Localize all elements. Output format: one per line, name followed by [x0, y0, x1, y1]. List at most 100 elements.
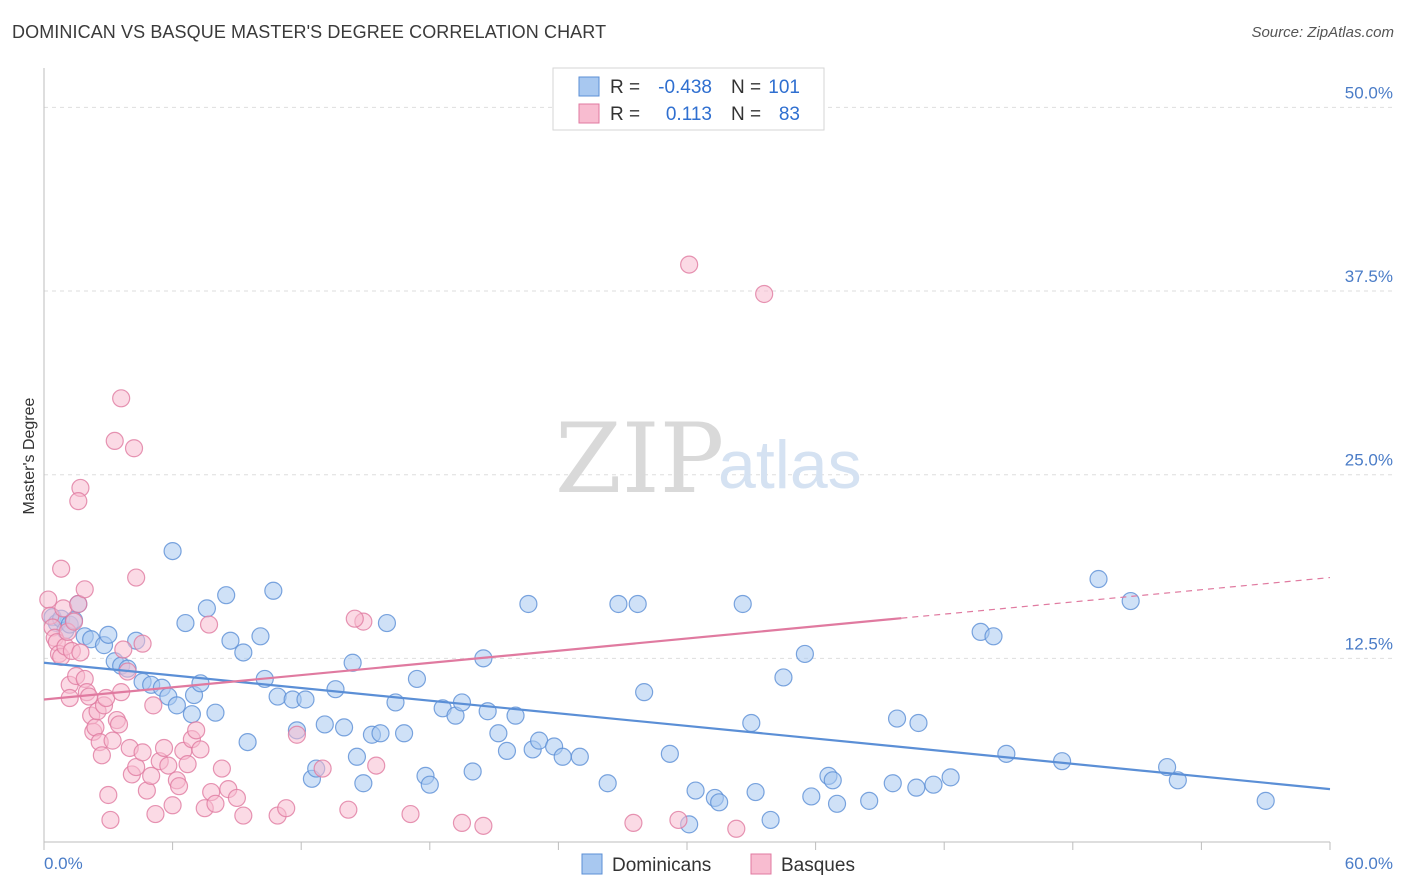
legend-r-value-dominicans: -0.438 [658, 77, 712, 98]
trend-line-dominicans [43, 661, 1331, 791]
point-basques [144, 696, 163, 715]
trend-line-basques [43, 617, 902, 701]
y-tick-labels: 12.5% 25.0% 37.5% 50.0% [1345, 83, 1393, 653]
point-dominicans [326, 680, 345, 699]
point-dominicans [251, 627, 270, 646]
point-dominicans [1256, 791, 1275, 810]
point-dominicans [628, 594, 647, 614]
point-basques [163, 796, 182, 815]
point-basques [277, 799, 296, 818]
y-axis-label: Master's Degree [21, 397, 38, 514]
legend-r-label-basques: R = [610, 104, 640, 125]
point-dominicans [420, 775, 439, 794]
series-legend-swatch-dominicans [581, 853, 603, 875]
point-dominicans [609, 594, 628, 614]
point-dominicans [268, 687, 287, 706]
point-dominicans [394, 724, 414, 743]
point-dominicans [907, 778, 926, 797]
grid-lines [44, 106, 1392, 659]
point-basques [680, 255, 699, 274]
legend-n-value-basques: 83 [779, 104, 800, 125]
point-basques [187, 721, 206, 740]
point-basques [133, 634, 152, 653]
y-tick-label: 12.5% [1345, 634, 1393, 653]
point-basques [64, 612, 84, 631]
point-dominicans [686, 781, 705, 800]
point-basques [212, 759, 231, 778]
y-tick-label: 37.5% [1345, 267, 1393, 286]
point-basques [206, 794, 225, 813]
x-tick-label-left: 0.0% [44, 854, 83, 873]
point-basques [112, 389, 131, 408]
legend-n-value-dominicans: 101 [768, 77, 800, 98]
watermark: ZIP atlas [555, 403, 862, 515]
point-dominicans [506, 706, 525, 725]
point-dominicans [635, 683, 654, 702]
point-basques [287, 725, 307, 744]
point-basques [755, 284, 774, 304]
point-dominicans [217, 586, 236, 605]
legend-n-label-basques: N = [731, 104, 761, 125]
point-basques [474, 816, 493, 835]
legend-r-value-basques: 0.113 [666, 104, 712, 125]
point-dominicans [497, 741, 517, 761]
point-basques [75, 580, 94, 599]
axes [43, 68, 1331, 850]
point-basques [114, 640, 133, 659]
point-dominicans [264, 581, 283, 600]
point-basques [101, 810, 120, 830]
point-basques [103, 731, 122, 750]
point-basques [727, 819, 746, 838]
correlation-legend: R = -0.438 N = 101 R = 0.113 N = 83 [552, 67, 825, 131]
point-basques [199, 615, 219, 634]
point-basques [367, 756, 386, 775]
point-basques [124, 439, 144, 458]
point-dominicans [1168, 771, 1187, 790]
point-dominicans [660, 744, 679, 763]
point-dominicans [221, 631, 240, 650]
point-basques [109, 715, 129, 734]
legend-n-label-dominicans: N = [731, 77, 761, 98]
point-dominicans [883, 774, 902, 793]
point-dominicans [924, 775, 943, 794]
point-dominicans [463, 762, 482, 781]
point-dominicans [1089, 569, 1108, 589]
point-basques [169, 777, 189, 796]
trend-line-extension-basques [901, 576, 1331, 619]
legend-swatch-basques [578, 103, 600, 124]
point-dominicans [315, 715, 334, 734]
series-legend-label-dominicans: Dominicans [612, 855, 711, 876]
point-basques [69, 492, 88, 511]
point-dominicans [176, 613, 195, 633]
point-dominicans [99, 625, 118, 644]
point-basques [234, 806, 253, 825]
point-dominicans [334, 718, 354, 737]
point-basques [313, 759, 332, 778]
point-dominicans [746, 782, 765, 802]
point-dominicans [984, 627, 1003, 646]
watermark-zip: ZIP [555, 403, 724, 515]
point-basques [159, 756, 178, 775]
point-basques [127, 568, 146, 587]
point-dominicans [206, 703, 225, 722]
point-dominicans [347, 747, 367, 766]
point-dominicans [761, 810, 780, 830]
trend-lines [43, 576, 1331, 791]
point-basques [105, 431, 124, 450]
watermark-atlas: atlas [718, 427, 862, 503]
point-basques [92, 746, 111, 765]
point-dominicans [598, 774, 617, 793]
point-dominicans [238, 732, 257, 752]
point-dominicans [774, 668, 793, 687]
point-dominicans [941, 768, 960, 787]
y-tick-label: 50.0% [1345, 83, 1393, 102]
point-basques [669, 810, 688, 830]
point-dominicans [407, 669, 427, 689]
point-basques [452, 813, 472, 833]
point-basques [154, 738, 174, 758]
point-dominicans [570, 747, 589, 766]
point-dominicans [163, 541, 182, 561]
chart-title: DOMINICAN VS BASQUE MASTER'S DEGREE CORR… [12, 22, 607, 42]
point-basques [339, 800, 358, 819]
